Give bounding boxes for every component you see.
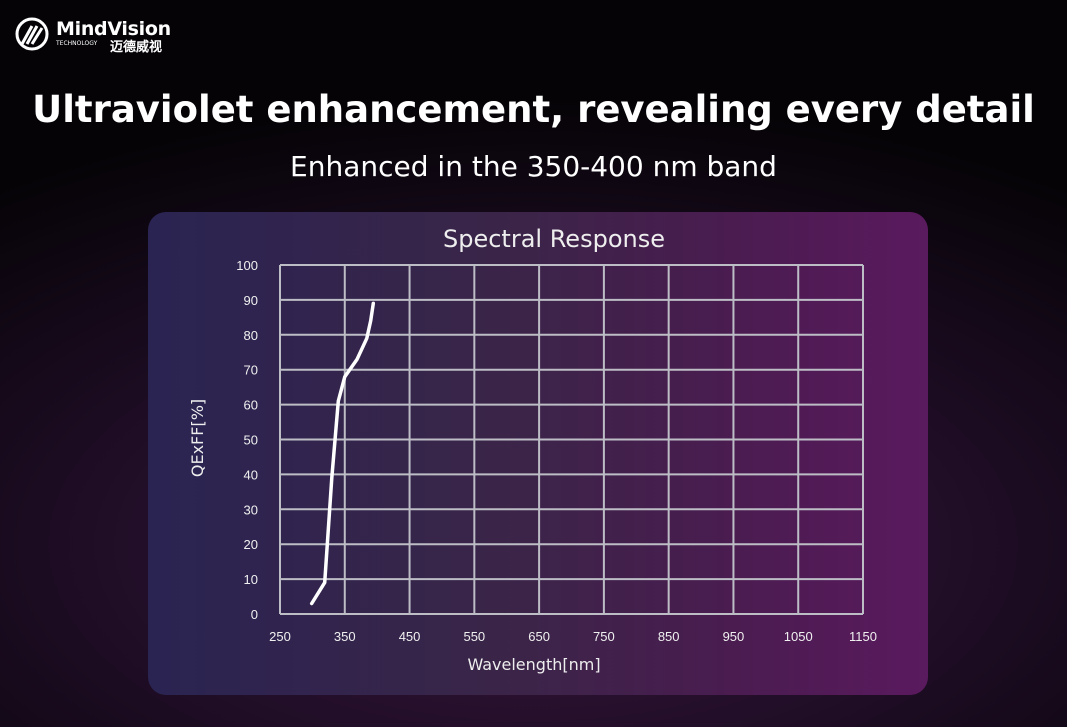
- y-tick-label: 20: [244, 537, 258, 552]
- x-axis-label: Wavelength[nm]: [467, 655, 600, 674]
- brand-name: MindVision: [56, 18, 171, 40]
- y-tick-label: 30: [244, 502, 258, 517]
- y-tick-label: 70: [244, 363, 258, 378]
- y-axis-label: QExFF[%]: [188, 399, 207, 477]
- x-tick-label: 1150: [849, 629, 877, 644]
- spectral-response-chart: Spectral Response 250 350 450 550 650 750 850 9…: [188, 225, 877, 674]
- y-tick-label: 40: [244, 467, 258, 482]
- x-tick-label: 450: [399, 629, 421, 644]
- x-tick-label: 650: [528, 629, 550, 644]
- logo-icon: [15, 17, 49, 51]
- brand-name-cn: 迈德威视: [110, 40, 163, 55]
- x-tick-label: 250: [269, 629, 291, 644]
- y-tick-label: 80: [244, 328, 258, 343]
- subheadline: Enhanced in the 350-400 nm band: [290, 150, 777, 183]
- series-line: [309, 301, 376, 606]
- y-tick-label: 60: [244, 398, 258, 413]
- x-tick-label: 350: [334, 629, 356, 644]
- x-tick-label: 550: [463, 629, 485, 644]
- y-tick-label: 0: [251, 607, 258, 622]
- brand-tagline: TECHNOLOGY: [56, 40, 98, 47]
- brand-logo: MindVision TECHNOLOGY 迈德威视: [14, 16, 184, 55]
- y-tick-label: 10: [244, 572, 258, 587]
- headline: Ultraviolet enhancement, revealing every…: [32, 88, 1035, 131]
- x-tick-label: 1050: [784, 629, 813, 644]
- chart-title: Spectral Response: [443, 225, 665, 253]
- x-tick-label: 850: [658, 629, 680, 644]
- y-tick-label: 90: [244, 293, 258, 308]
- y-tick-label: 50: [244, 433, 258, 448]
- y-tick-label: 100: [236, 258, 258, 273]
- x-tick-label: 750: [593, 629, 615, 644]
- x-tick-label: 950: [723, 629, 745, 644]
